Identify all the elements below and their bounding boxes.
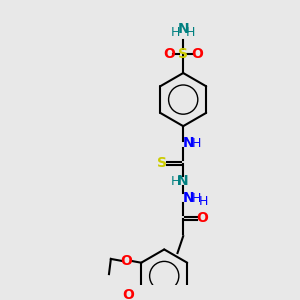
Text: H: H bbox=[186, 26, 196, 39]
Text: O: O bbox=[120, 254, 132, 268]
Text: O: O bbox=[122, 288, 134, 300]
Text: H: H bbox=[192, 137, 201, 150]
Text: H: H bbox=[171, 26, 180, 39]
Text: O: O bbox=[196, 211, 208, 225]
Text: N: N bbox=[183, 136, 195, 150]
Text: H: H bbox=[192, 192, 201, 205]
Text: S: S bbox=[178, 47, 188, 61]
Text: H: H bbox=[198, 195, 208, 208]
Text: N: N bbox=[176, 174, 188, 188]
Text: O: O bbox=[191, 47, 203, 61]
Text: O: O bbox=[163, 47, 175, 61]
Text: N: N bbox=[177, 22, 189, 36]
Text: H: H bbox=[171, 175, 180, 188]
Text: S: S bbox=[157, 156, 167, 170]
Text: N: N bbox=[183, 191, 195, 205]
